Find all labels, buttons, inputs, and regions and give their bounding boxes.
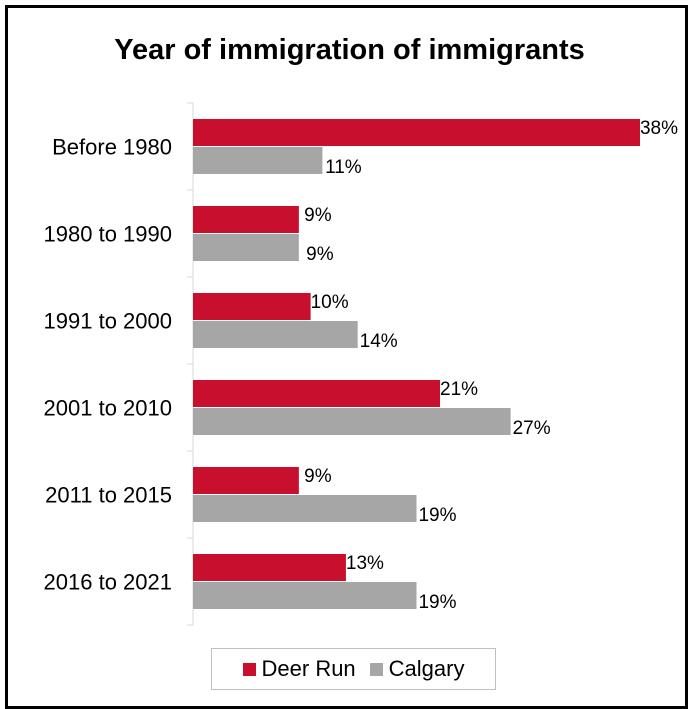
data-label: 13% xyxy=(346,553,384,574)
category-label: 1980 to 1990 xyxy=(44,222,172,247)
data-label: 21% xyxy=(440,379,478,400)
category-label: 1991 to 2000 xyxy=(44,309,172,334)
bar-series-2 xyxy=(193,495,417,522)
chart-title: Year of immigration of immigrants xyxy=(114,34,585,66)
bar-series-2 xyxy=(193,408,511,435)
legend-label-series-2: Calgary xyxy=(388,656,465,681)
legend-item-series-1: Deer Run xyxy=(242,656,356,682)
bar-series-2 xyxy=(193,582,417,609)
data-label: 38% xyxy=(640,118,678,139)
category-label: 2001 to 2010 xyxy=(44,396,172,421)
bar-series-1 xyxy=(193,380,441,407)
category-label: Before 1980 xyxy=(52,135,172,160)
bar-series-1 xyxy=(193,119,640,146)
bar-series-2 xyxy=(193,147,323,174)
data-label: 14% xyxy=(360,331,398,352)
legend-label-series-1: Deer Run xyxy=(261,656,356,681)
bar-series-1 xyxy=(193,293,311,320)
data-label: 10% xyxy=(311,292,349,313)
data-label: 9% xyxy=(306,244,334,265)
data-label: 19% xyxy=(418,592,456,613)
bar-series-1 xyxy=(193,467,299,494)
legend-swatch-series-1 xyxy=(242,662,256,676)
data-label: 11% xyxy=(325,157,362,178)
data-label: 19% xyxy=(418,505,456,526)
category-label: 2016 to 2021 xyxy=(44,570,172,595)
bar-series-1 xyxy=(193,206,299,233)
bar-series-1 xyxy=(193,554,346,581)
legend-item-series-2: Calgary xyxy=(369,656,465,682)
legend-swatch-series-2 xyxy=(369,662,383,676)
bar-series-2 xyxy=(193,321,358,348)
chart-legend: Deer Run Calgary xyxy=(211,648,496,690)
category-label: 2011 to 2015 xyxy=(45,483,172,508)
data-label: 27% xyxy=(513,418,551,439)
data-label: 9% xyxy=(304,205,332,226)
data-label: 9% xyxy=(304,466,332,487)
bar-series-2 xyxy=(193,234,299,261)
